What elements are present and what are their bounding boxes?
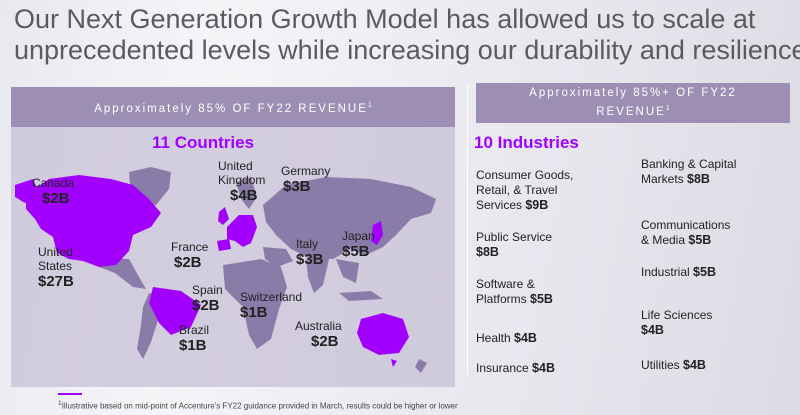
country-label-canada: Canada $2B: [32, 176, 74, 208]
country-value: $3B: [283, 178, 311, 195]
russia-asia-shape: [263, 177, 436, 259]
country-value: $2B: [174, 254, 202, 271]
industry-value: $9B: [525, 198, 549, 212]
industry-value: $5B: [688, 233, 712, 247]
industry-value: $4B: [683, 358, 706, 372]
country-label-australia: Australia $2B: [295, 319, 342, 351]
country-name: Italy: [296, 237, 319, 251]
countries-banner-footnote-mark: 1: [367, 101, 372, 109]
industry-name: Consumer Goods, Retail, & Travel Service…: [476, 168, 574, 212]
industry-value: $4B: [532, 361, 555, 375]
industries-banner-footnote-mark: 1: [665, 105, 670, 113]
industry-value: $5B: [693, 265, 716, 279]
country-value: $27B: [38, 273, 74, 290]
country-name: United Kingdom: [218, 159, 266, 187]
country-name: Australia: [295, 319, 342, 333]
country-label-germany: Germany $3B: [281, 164, 330, 196]
footnote-text: Illustrative based on mid-point of Accen…: [61, 401, 458, 411]
spain-shape: [217, 239, 231, 251]
industries-heading: 10 Industries: [474, 133, 579, 152]
india-shape: [306, 259, 329, 293]
industry-item-communications-media: Communications & Media $5B: [641, 218, 730, 248]
industry-item-public-service: Public Service $8B: [476, 230, 552, 260]
country-name: United States: [38, 245, 73, 273]
footnote-accent-line: [58, 393, 82, 395]
usa-canada-shape: [26, 175, 161, 267]
country-label-united-kingdom: United Kingdom $4B: [218, 159, 265, 205]
new-zealand-shape: [415, 359, 427, 373]
industry-name: Utilities: [641, 358, 680, 372]
footnote-mark: 1: [58, 400, 62, 407]
industry-value: $5B: [530, 292, 553, 306]
industry-value: $4B: [514, 331, 537, 345]
country-name: Switzerland: [240, 290, 303, 304]
australia-shape: [357, 313, 409, 355]
industries-revenue-banner: Approximately 85%+ OF FY22 REVENUE1: [476, 83, 790, 123]
country-value: $1B: [240, 304, 268, 321]
industry-item-life-sciences: Life Sciences $4B: [641, 308, 712, 338]
industries-banner-line-2: REVENUE: [596, 105, 666, 118]
industries-banner-line-1: Approximately 85%+ OF FY22: [529, 87, 737, 100]
country-label-brazil: Brazil $1B: [179, 323, 209, 355]
industry-value: $8B: [476, 245, 499, 259]
industry-name: Public Service: [476, 230, 553, 244]
country-name: France: [171, 240, 209, 254]
uk-shape: [218, 207, 229, 225]
industry-name: Insurance: [476, 361, 529, 375]
country-value: $4B: [230, 187, 258, 204]
industry-name: Software & Platforms: [476, 277, 535, 306]
country-label-japan: Japan $5B: [342, 229, 375, 261]
industry-name: Health: [476, 331, 511, 345]
country-label-united-states: United States $27B: [38, 245, 74, 291]
industry-value: $4B: [641, 323, 664, 337]
alaska-shape: [15, 179, 39, 203]
country-name: Japan: [342, 229, 375, 243]
industry-name: Industrial: [641, 265, 690, 279]
section-divider: [467, 85, 468, 375]
industry-item-software-platforms: Software & Platforms $5B: [476, 277, 553, 307]
industry-item-insurance: Insurance $4B: [476, 361, 555, 376]
indonesia-shape: [339, 291, 383, 301]
tasmania-shape: [391, 359, 397, 367]
country-label-italy: Italy $3B: [296, 237, 324, 269]
industry-value: $8B: [687, 172, 710, 186]
southeast-asia-shape: [336, 259, 359, 283]
industry-item-health: Health $4B: [476, 331, 537, 346]
countries-heading: 11 Countries: [152, 133, 255, 152]
scandinavia-shape: [236, 177, 257, 209]
country-label-switzerland: Switzerland $1B: [240, 290, 302, 322]
country-value: $2B: [311, 333, 339, 350]
industry-item-utilities: Utilities $4B: [641, 358, 706, 373]
title-line-1: Our Next Generation Growth Model has all…: [14, 4, 756, 34]
country-name: Spain: [192, 283, 223, 297]
country-name: Germany: [281, 164, 331, 178]
country-label-spain: Spain $2B: [192, 283, 223, 315]
country-name: Canada: [32, 176, 75, 190]
japan-shape: [371, 221, 383, 245]
africa-shape: [223, 259, 287, 349]
country-name: Brazil: [179, 323, 210, 337]
countries-revenue-banner: Approximately 85% OF FY22 REVENUE1: [11, 87, 455, 127]
world-map: [15, 167, 436, 373]
industry-item-consumer-goods: Consumer Goods, Retail, & Travel Service…: [476, 168, 573, 213]
country-value: $1B: [179, 337, 207, 354]
title-line-2: unprecedented levels while increasing ou…: [14, 35, 800, 65]
countries-banner-text: Approximately 85% OF FY22 REVENUE: [94, 102, 368, 115]
industry-name: Banking & Capital Markets: [641, 157, 737, 186]
country-value: $2B: [42, 190, 70, 207]
country-label-france: France $2B: [171, 240, 208, 272]
footnote: 1Illustrative based on mid-point of Acce…: [58, 400, 458, 411]
industry-item-industrial: Industrial $5B: [641, 265, 716, 280]
industry-name: Communications & Media: [641, 218, 731, 247]
page-title: Our Next Generation Growth Model has all…: [14, 4, 800, 66]
brazil-shape: [149, 287, 201, 335]
country-value: $5B: [342, 243, 370, 260]
country-value: $2B: [192, 297, 220, 314]
industry-name: Life Sciences: [641, 308, 713, 322]
industry-item-banking-capital-markets: Banking & Capital Markets $8B: [641, 157, 736, 187]
europe-shape: [227, 215, 257, 247]
country-value: $3B: [296, 251, 324, 268]
middle-east-shape: [263, 247, 293, 267]
